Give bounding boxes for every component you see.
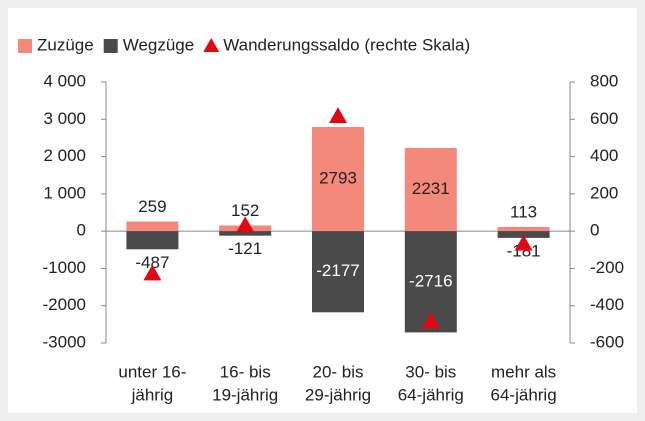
x-tick-label: 64-jährig: [398, 385, 464, 404]
y2-tick-label: 400: [590, 146, 618, 165]
data-label: 2231: [412, 179, 450, 198]
bar: [497, 226, 550, 232]
bar: [126, 221, 179, 232]
y2-tick-label: 800: [590, 71, 618, 90]
bar: [126, 231, 179, 250]
x-tick-label: 30- bis: [405, 362, 456, 381]
legend-swatch: [103, 39, 118, 53]
y-tick-label: -3000: [43, 332, 86, 351]
saldo-marker: [143, 264, 162, 281]
y2-tick-label: -400: [590, 295, 624, 314]
y-tick-label: -1000: [43, 258, 86, 277]
saldo-marker: [236, 216, 255, 233]
y2-tick-label: 600: [590, 109, 618, 128]
x-tick-label: 29-jährig: [305, 385, 371, 404]
x-tick-label: unter 16-: [118, 362, 186, 381]
data-label: -181: [507, 241, 541, 260]
y-tick-label: 1 000: [43, 183, 86, 202]
data-label: -487: [135, 253, 169, 272]
data-label: -2716: [409, 271, 452, 290]
data-label: 113: [510, 202, 537, 221]
y-tick-label: 2 000: [43, 146, 86, 165]
data-label: 2793: [319, 169, 357, 188]
x-tick-label: jährig: [131, 385, 174, 404]
x-tick-label: 19-jährig: [212, 385, 278, 404]
y2-tick-label: 200: [590, 183, 618, 202]
y2-tick-label: -600: [590, 332, 624, 351]
y-tick-label: -2000: [43, 295, 86, 314]
y-tick-label: 4 000: [43, 71, 86, 90]
x-tick-label: 20- bis: [312, 362, 363, 381]
data-label: -121: [228, 239, 262, 258]
bar: [404, 147, 457, 232]
x-tick-label: 16- bis: [220, 362, 271, 381]
legend-label: Wanderungssaldo (rechte Skala): [223, 35, 470, 54]
bar: [312, 127, 364, 232]
legend-label: Wegzüge: [123, 35, 195, 54]
y-tick-label: 3 000: [43, 109, 86, 128]
x-tick-label: mehr als: [491, 362, 556, 381]
data-label: 259: [138, 197, 166, 216]
x-tick-label: 64-jährig: [491, 385, 557, 404]
saldo-marker: [514, 234, 533, 251]
data-label: -2177: [316, 261, 359, 280]
saldo-marker: [329, 107, 347, 124]
y-tick-label: 0: [77, 221, 86, 240]
y2-tick-label: -200: [590, 258, 624, 277]
bar: [497, 231, 550, 238]
bar: [219, 231, 272, 236]
saldo-marker: [421, 312, 440, 329]
legend-label: Zuzüge: [37, 35, 94, 54]
legend-swatch: [203, 38, 220, 52]
data-label: 152: [231, 201, 259, 220]
bar: [312, 231, 364, 313]
y2-tick-label: 0: [590, 221, 599, 240]
legend-swatch: [18, 39, 32, 53]
